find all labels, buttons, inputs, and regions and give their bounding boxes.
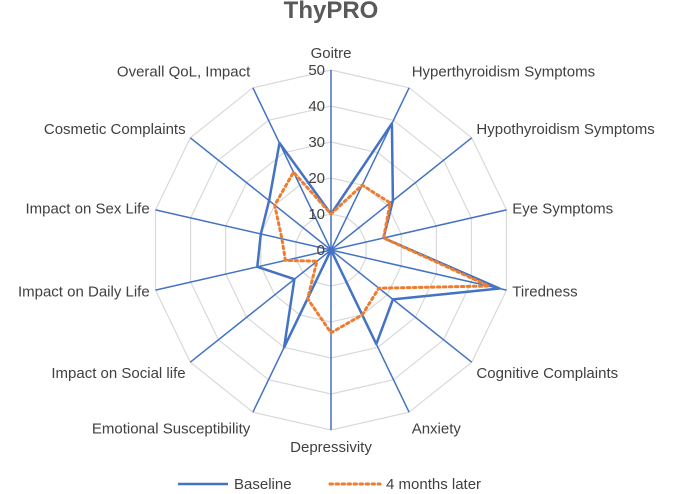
tick-label: 0 xyxy=(317,242,325,259)
category-label: Emotional Susceptibility xyxy=(92,421,251,438)
category-label: Anxiety xyxy=(412,421,462,438)
spoke-line xyxy=(330,137,473,251)
spoke-line xyxy=(189,249,332,363)
category-label: Impact on Sex Life xyxy=(25,201,149,218)
spoke-line xyxy=(330,209,507,251)
series-line-2 xyxy=(273,170,491,335)
tick-label: 40 xyxy=(308,98,325,115)
category-label: Cognitive Complaints xyxy=(476,365,618,382)
series-line-1 xyxy=(256,122,501,349)
spoke-line xyxy=(155,209,332,251)
legend-label-2: 4 months later xyxy=(386,476,481,493)
category-label: Depressivity xyxy=(290,439,372,456)
category-label: Goitre xyxy=(311,45,352,62)
legend: Baseline 4 months later xyxy=(178,476,481,493)
category-label: Cosmetic Complaints xyxy=(44,121,186,138)
spoke-line xyxy=(252,87,332,251)
tick-label: 50 xyxy=(308,62,325,79)
category-label: Impact on Daily Life xyxy=(18,283,150,300)
spoke-line xyxy=(155,249,332,291)
tick-label: 20 xyxy=(308,170,325,187)
category-label: Hyperthyroidism Symptoms xyxy=(412,63,595,80)
category-labels: Goitre Hyperthyroidism Symptoms Hypothyroi… xyxy=(18,45,655,456)
category-label: Impact on Social life xyxy=(51,365,185,382)
chart-title: ThyPRO xyxy=(284,0,379,24)
spoke-line xyxy=(330,87,410,251)
tick-label: 10 xyxy=(308,206,325,223)
spoke-line xyxy=(189,137,332,251)
tick-label: 30 xyxy=(308,134,325,151)
spoke-line xyxy=(330,249,473,363)
category-label: Overall QoL, Impact xyxy=(117,63,251,80)
spoke-line xyxy=(330,249,507,291)
category-label: Eye Symptoms xyxy=(512,201,613,218)
radial-tick-labels: 0 10 20 30 40 50 xyxy=(308,62,325,259)
legend-label-1: Baseline xyxy=(234,476,292,493)
radar-series xyxy=(256,122,501,349)
category-label: Tiredness xyxy=(512,283,577,300)
category-label: Hypothyroidism Symptoms xyxy=(476,121,654,138)
